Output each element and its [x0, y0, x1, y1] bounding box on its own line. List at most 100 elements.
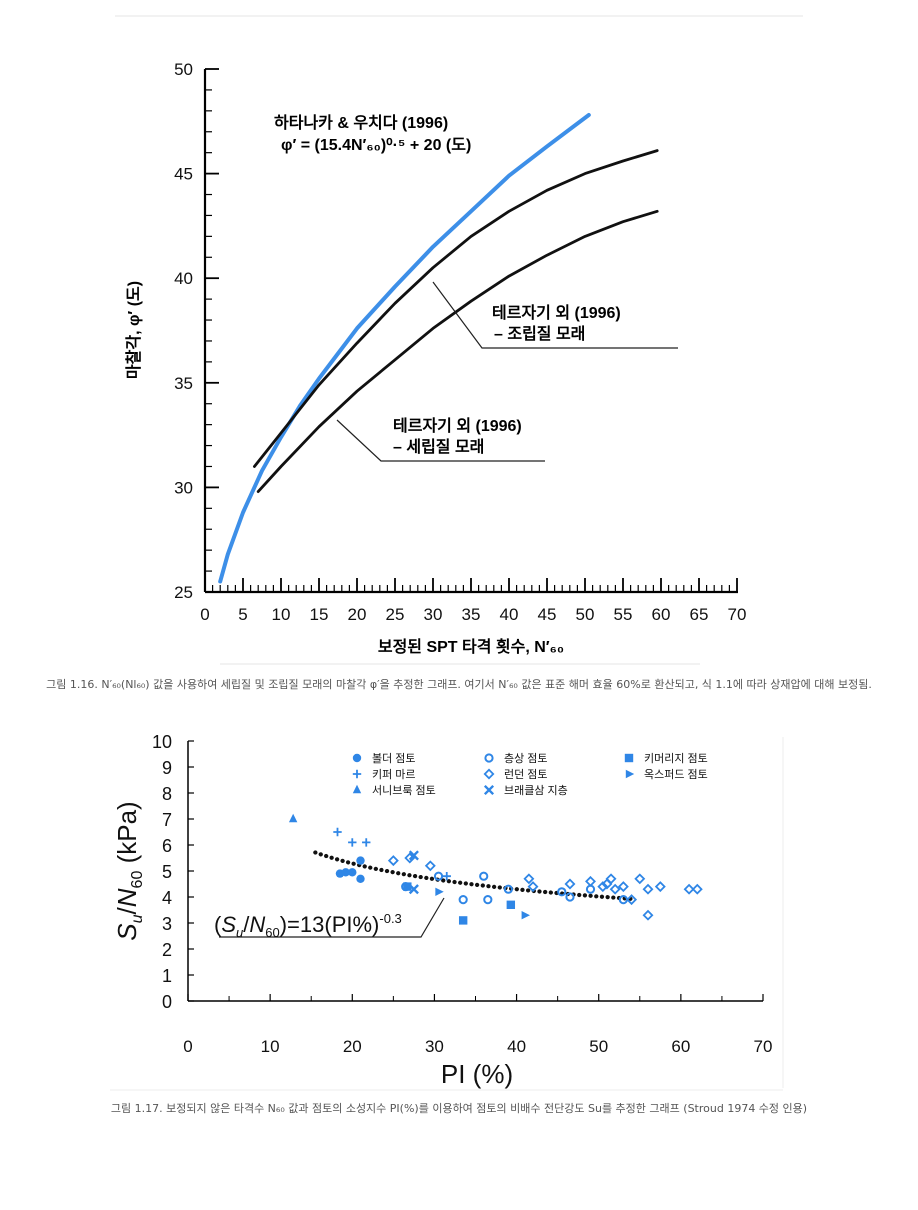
- fine-sand-label-line1: 테르자기 외 (1996): [393, 417, 522, 435]
- data-point-circle-open: [458, 895, 468, 905]
- data-point-triangle-right: [521, 911, 530, 920]
- legend-marker-x: [483, 784, 495, 796]
- fine-sand-leader-line: [336, 419, 545, 462]
- data-point-diamond: [597, 881, 609, 893]
- x-tick-label: 20: [343, 1037, 362, 1056]
- data-point-square: [403, 882, 412, 891]
- legend-marker-circle-open: [484, 753, 494, 763]
- x-tick-label: 55: [614, 605, 633, 624]
- blue-curve-title: 하타나카 & 우치다 (1996): [274, 114, 448, 132]
- coarse-sand-label-line2: – 조립질 모래: [494, 324, 585, 343]
- data-point-diamond: [387, 855, 399, 867]
- x-axis-label: 보정된 SPT 타격 횟수, N′₆₀: [378, 637, 564, 656]
- data-point-circle: [348, 868, 357, 877]
- x-tick-label: 35: [462, 605, 481, 624]
- data-point-square: [506, 900, 516, 909]
- data-point-diamond: [424, 860, 436, 872]
- legend-label: 런던 점토: [504, 768, 548, 781]
- y-tick-label: 45: [174, 165, 193, 184]
- legend-marker-plus: [352, 769, 362, 779]
- y-tick-label: 25: [174, 583, 193, 602]
- x-tick-label: 30: [424, 605, 443, 624]
- y-axis-label: 마찰각, φ′ (도): [124, 281, 143, 379]
- data-point-diamond: [626, 894, 638, 906]
- legend-marker-square: [624, 753, 634, 763]
- figure-friction-angle: 0 5 10 15 20 25 30 35 40 45 50 55 60 65 70 25 30 35 40 45 50…: [115, 15, 803, 665]
- data-point-diamond: [523, 873, 535, 885]
- x-tick-label: 10: [272, 605, 291, 624]
- equation-leader-line: [219, 897, 445, 938]
- legend-label: 키퍼 마르: [372, 768, 416, 781]
- data-point-diamond: [585, 875, 596, 887]
- data-point-circle: [341, 868, 350, 877]
- legend-marker-triangle-right: [625, 769, 635, 779]
- y-tick-label: 6: [162, 836, 172, 856]
- x-tick-label: 40: [500, 605, 519, 624]
- y-tick-label: 30: [174, 478, 193, 497]
- data-point-diamond: [617, 881, 629, 893]
- y-tick-label: 50: [174, 60, 193, 79]
- legend-label: 옥스퍼드 점토: [644, 768, 708, 781]
- data-point-circle-open: [503, 884, 513, 894]
- data-point-plus: [348, 838, 357, 847]
- x-tick-label: 0: [183, 1037, 192, 1056]
- y-axis-label: Su/N60 (kPa): [112, 801, 146, 940]
- blue-curve-formula: φ′ = (15.4N′₆₀)⁰·⁵ + 20 (도): [281, 137, 471, 154]
- data-point-diamond: [605, 873, 617, 885]
- data-point-circle-open: [557, 887, 567, 897]
- y-tick-label: 7: [162, 810, 172, 830]
- data-point-circle: [356, 856, 365, 865]
- data-point-plus: [362, 838, 371, 847]
- trend-line: [313, 850, 634, 901]
- figure-undrained-strength: 0 10 20 30 40 50 60 70 0 1 2 3 4 5 6 7 8 9 10 볼더 점토 층상 점토 키머…: [0, 732, 918, 1093]
- y-tick-label: 8: [162, 784, 172, 804]
- terzaghi-coarse-sand-curve: [253, 149, 659, 468]
- data-point-diamond: [527, 881, 539, 893]
- x-tick-label: 25: [386, 605, 405, 624]
- undrained-strength-chart: 0 10 20 30 40 50 60 70 0 1 2 3 4 5 6 7 8 9 10 볼더 점토 층상 점토 키머…: [110, 732, 784, 1091]
- y-tick-label: 1: [162, 966, 172, 986]
- legend-label: 층상 점토: [504, 752, 548, 765]
- y-tick-label: 9: [162, 758, 172, 778]
- data-point-circle-open: [433, 871, 444, 881]
- x-tick-label: 20: [348, 605, 367, 624]
- x-axis-label: PI (%): [441, 1059, 513, 1089]
- x-tick-label: 30: [425, 1037, 444, 1056]
- y-tick-label: 5: [162, 862, 172, 882]
- equation-label: (Su/N60)=13(PI%)-0.3: [214, 911, 402, 940]
- legend-marker-circle: [352, 753, 362, 763]
- data-point-circle-open: [565, 892, 575, 902]
- x-tick-label: 60: [671, 1037, 690, 1056]
- coarse-sand-leader-line: [432, 281, 678, 349]
- legend-marker-triangle-up: [352, 784, 362, 794]
- data-point-diamond: [634, 873, 646, 885]
- data-point-diamond: [642, 883, 654, 895]
- y-tick-label: 10: [152, 733, 172, 752]
- data-point-x: [408, 850, 419, 861]
- data-point-circle-open: [479, 871, 489, 881]
- data-point-diamond: [683, 883, 695, 895]
- x-tick-label: 45: [538, 605, 557, 624]
- data-point-circle-open: [483, 895, 493, 905]
- data-point-plus: [333, 827, 342, 837]
- data-point-diamond: [654, 881, 666, 893]
- data-point-triangle-right: [435, 887, 444, 896]
- x-tick-label: 15: [310, 605, 329, 624]
- legend-label: 키머리지 점토: [644, 752, 708, 765]
- coarse-sand-label-line1: 테르자기 외 (1996): [492, 304, 621, 322]
- y-tick-label: 2: [162, 940, 172, 960]
- data-point-x: [408, 884, 419, 895]
- data-point-diamond: [691, 883, 703, 895]
- legend-label: 서니브룩 점토: [372, 784, 436, 797]
- legend-label: 브래클삼 지층: [504, 784, 568, 797]
- figure-1-caption: 그림 1.16. N′₆₀(Nl₆₀) 값을 사용하여 세립질 및 조립질 모래…: [46, 678, 872, 691]
- legend-marker-diamond: [483, 768, 495, 780]
- figure-2-caption: 그림 1.17. 보정되지 않은 타격수 N₆₀ 값과 점토의 소성지수 PI(…: [110, 1102, 808, 1115]
- y-tick-label: 3: [162, 914, 172, 934]
- x-tick-label: 65: [690, 605, 709, 624]
- data-point-triangle-up: [288, 813, 298, 823]
- x-tick-label: 70: [754, 1037, 773, 1056]
- y-tick-label: 0: [162, 992, 172, 1012]
- x-tick-label: 50: [576, 605, 595, 624]
- data-point-diamond: [564, 878, 576, 890]
